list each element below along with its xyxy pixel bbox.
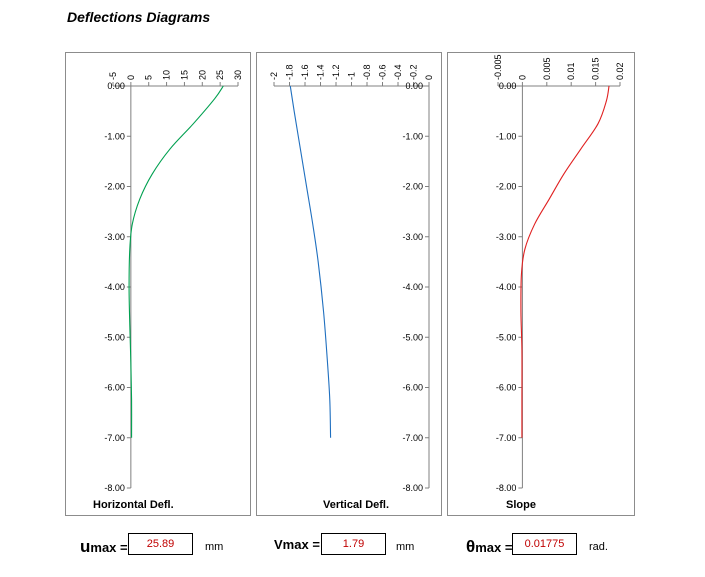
x-tick-label: 0.02 [615,62,625,80]
thetamax-symbol: θ [466,537,476,556]
series-line [289,85,332,438]
x-tick-label: -2 [269,72,279,80]
y-tick-label: -3.00 [496,232,517,242]
x-tick-label: 10 [162,70,172,80]
x-tick-label: 0 [126,75,136,80]
slope-panel: -0.005 0 0.005 0.01 0.015 0.02 0.00 -1.00 -2.00 -… [447,52,635,516]
slope-title: Slope [506,499,536,511]
y-tick-label: -4.00 [402,282,423,292]
y-tick-label: -2.00 [402,182,423,192]
umax-symbol: u [80,537,91,556]
thetamax-label: θmax = [466,537,512,557]
umax-equals: = [120,540,128,555]
x-tick-label: 30 [233,70,243,80]
y-tick-label: -2.00 [104,182,125,192]
y-tick-label: 0.00 [107,81,125,91]
x-tick-label: 0 [517,75,527,80]
thetamax-value: 0.01775 [512,533,577,555]
vertical-deflection-title: Vertical Defl. [323,499,390,511]
y-tick-label: -6.00 [402,383,423,393]
x-tick-label: 0.005 [542,57,552,80]
x-tick-label: -1.2 [331,64,341,80]
slope-chart: -0.005 0 0.005 0.01 0.015 0.02 0.00 -1.00 -2.00 -… [493,54,625,493]
y-tick-label: -6.00 [496,383,517,393]
y-tick-label: -7.00 [104,433,125,443]
x-tick-label: 0 [424,75,434,80]
y-tick-label: -2.00 [496,182,517,192]
y-tick-label: -3.00 [402,232,423,242]
y-tick-label: -1.00 [104,131,125,141]
vmax-unit: mm [396,541,415,553]
thetamax-subscript: max [475,540,502,555]
x-tick-label: -0.2 [409,64,419,80]
y-tick-label: 0.00 [499,81,517,91]
y-tick-label: -7.00 [496,433,517,443]
vertical-deflection-chart: -2 -1.8 -1.6 -1.4 -1.2 -1 -0.8 -0.6 -0.4 -0.2 00.0… [269,64,434,493]
x-tick-label: -1.8 [285,64,295,80]
y-tick-label: -3.00 [104,232,125,242]
series-line [520,85,610,438]
page-title: Deflections Diagrams [67,9,211,25]
vmax-equals: = [312,537,320,552]
x-tick-label: 5 [144,75,154,80]
x-tick-label: -0.005 [493,54,503,80]
x-tick-label: 0.01 [566,62,576,80]
horizontal-deflection-panel: -5 0 5 10 15 20 25 30 0.00 -1.00 -2.00 -3.00 -4.00 -5… [65,52,251,516]
umax-subscript: max [90,540,117,555]
y-tick-label: -4.00 [104,282,125,292]
x-tick-label: -1.6 [300,64,310,80]
y-tick-label: -8.00 [104,483,125,493]
y-tick-label: -5.00 [104,332,125,342]
x-tick-label: 20 [197,70,207,80]
y-tick-label: -5.00 [402,332,423,342]
y-tick-label: -8.00 [402,483,423,493]
vmax-value: 1.79 [321,533,386,555]
x-tick-label: 0.015 [591,57,601,80]
y-tick-label: -1.00 [496,131,517,141]
vmax-label: Vmax = [274,537,320,552]
x-tick-label: 25 [215,70,225,80]
umax-unit: mm [205,541,224,553]
y-tick-label: 0.00 [405,81,423,91]
y-tick-label: -5.00 [496,332,517,342]
vertical-deflection-panel: -2 -1.8 -1.6 -1.4 -1.2 -1 -0.8 -0.6 -0.4 -0.2 0 0.0… [256,52,442,516]
horizontal-deflection-chart: -5 0 5 10 15 20 25 30 0.00 -1.00 -2.00 -3.00 -4.00 -5… [104,70,243,493]
horizontal-deflection-title: Horizontal Defl. [93,499,174,511]
y-tick-label: -7.00 [402,433,423,443]
x-tick-label: -1 [347,72,357,80]
vmax-symbol: V [274,537,283,552]
x-tick-label: -0.6 [378,64,388,80]
x-tick-label: -1.4 [316,64,326,80]
y-tick-label: -4.00 [496,282,517,292]
umax-value: 25.89 [128,533,193,555]
umax-label: umax = [80,537,128,557]
x-tick-label: -5 [108,72,118,80]
series-line [128,85,224,438]
vmax-subscript: max [282,537,309,552]
thetamax-unit: rad. [589,541,608,553]
thetamax-equals: = [504,540,513,555]
y-tick-label: -8.00 [496,483,517,493]
y-tick-label: -6.00 [104,383,125,393]
y-tick-label: -1.00 [402,131,423,141]
x-tick-label: -0.4 [393,64,403,80]
x-tick-label: 15 [179,70,189,80]
x-tick-label: -0.8 [362,64,372,80]
